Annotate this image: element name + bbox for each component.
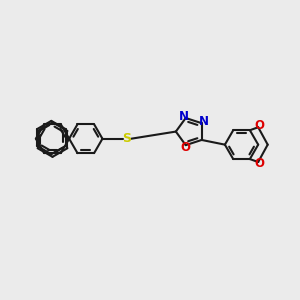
Text: O: O <box>181 141 191 154</box>
Text: N: N <box>179 110 189 123</box>
Text: N: N <box>199 116 208 128</box>
Text: S: S <box>122 132 131 145</box>
Text: O: O <box>254 157 264 170</box>
Text: O: O <box>254 119 264 132</box>
